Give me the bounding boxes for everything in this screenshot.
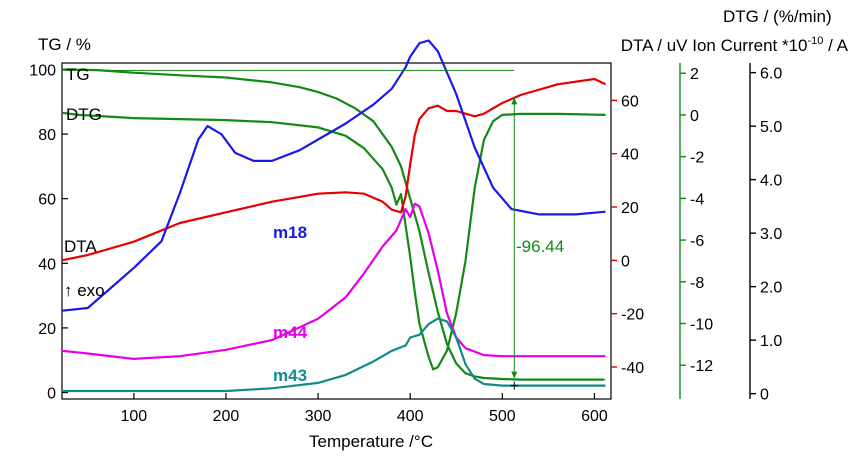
- dtg-tick-label: -12: [690, 358, 713, 375]
- label-tg: TG: [66, 65, 90, 84]
- tg-tick-label: 40: [38, 256, 56, 273]
- ion-tick-label: 3.0: [760, 226, 782, 243]
- dtg-tick-label: -6: [690, 233, 704, 250]
- dta-tick-label: -20: [621, 307, 644, 324]
- tg-tick-label: 80: [38, 127, 56, 144]
- dta-tick-label: -40: [621, 360, 644, 377]
- series-dtg: [61, 111, 606, 371]
- tg-tick-label: 60: [38, 192, 56, 209]
- label-m44: m44: [273, 323, 308, 342]
- curves: [61, 39, 606, 393]
- series-m44: [61, 202, 606, 360]
- series-tg: [61, 68, 604, 381]
- right-axis-title-line2: DTA / uV Ion Current *10-10 / A: [621, 35, 849, 55]
- tg-axis-title: TG / %: [38, 35, 91, 54]
- dta-tick-label: 60: [621, 93, 639, 110]
- label-dta: DTA: [64, 237, 97, 256]
- x-tick-label: 200: [213, 408, 240, 425]
- tg-axis: 0 20 40 60 80 100: [29, 62, 68, 403]
- series-m18: [61, 39, 606, 312]
- dtg-tick-label: -10: [690, 316, 713, 333]
- label-mass-loss: -96.44: [516, 237, 564, 256]
- label-m43: m43: [273, 366, 307, 385]
- ion-current-axis: 0 1.0 2.0 3.0 4.0 5.0 6.0: [749, 63, 782, 404]
- x-tick-label: 100: [120, 408, 147, 425]
- x-tick-label: 600: [581, 408, 608, 425]
- x-axis: 100 200 300 400 500 600: [120, 393, 608, 425]
- plot-frame: [61, 62, 612, 400]
- ion-tick-label: 1.0: [760, 333, 782, 350]
- x-tick-label: 500: [489, 408, 516, 425]
- label-exo: ↑ exo: [64, 281, 105, 300]
- dta-axis: -40 -20 0 20 40 60: [611, 93, 644, 377]
- dtg-axis: -12 -10 -8 -6 -4 -2 0 2: [679, 63, 713, 399]
- dtg-tick-label: 2: [690, 66, 699, 83]
- dtg-tick-label: -8: [690, 275, 704, 292]
- label-m18: m18: [273, 223, 307, 242]
- tg-tick-label: 0: [47, 386, 56, 403]
- right-axis-title-line1: DTG / (%/min): [723, 7, 832, 26]
- dta-tick-label: 20: [621, 200, 639, 217]
- mass-loss-arrow-head-bottom: [511, 371, 518, 379]
- series-m43: [62, 317, 606, 393]
- ion-tick-label: 6.0: [760, 66, 782, 83]
- series-dta: [61, 77, 606, 262]
- label-dtg: DTG: [66, 105, 102, 124]
- x-axis-label: Temperature /°C: [309, 432, 433, 451]
- ion-tick-label: 0: [760, 387, 769, 404]
- dtg-tick-label: -4: [690, 191, 704, 208]
- tg-tick-label: 100: [29, 62, 56, 79]
- ion-tick-label: 4.0: [760, 173, 782, 190]
- x-tick-label: 300: [305, 408, 332, 425]
- x-tick-label: 400: [397, 408, 424, 425]
- tg-tick-label: 20: [38, 321, 56, 338]
- mass-loss-arrow: [62, 69, 606, 390]
- ion-tick-label: 5.0: [760, 119, 782, 136]
- ion-tick-label: 2.0: [760, 280, 782, 297]
- dta-tick-label: 0: [621, 253, 630, 270]
- dtg-tick-label: 0: [690, 108, 699, 125]
- dta-tick-label: 40: [621, 147, 639, 164]
- mass-loss-arrow-head-top: [511, 97, 518, 105]
- dtg-tick-label: -2: [690, 150, 704, 167]
